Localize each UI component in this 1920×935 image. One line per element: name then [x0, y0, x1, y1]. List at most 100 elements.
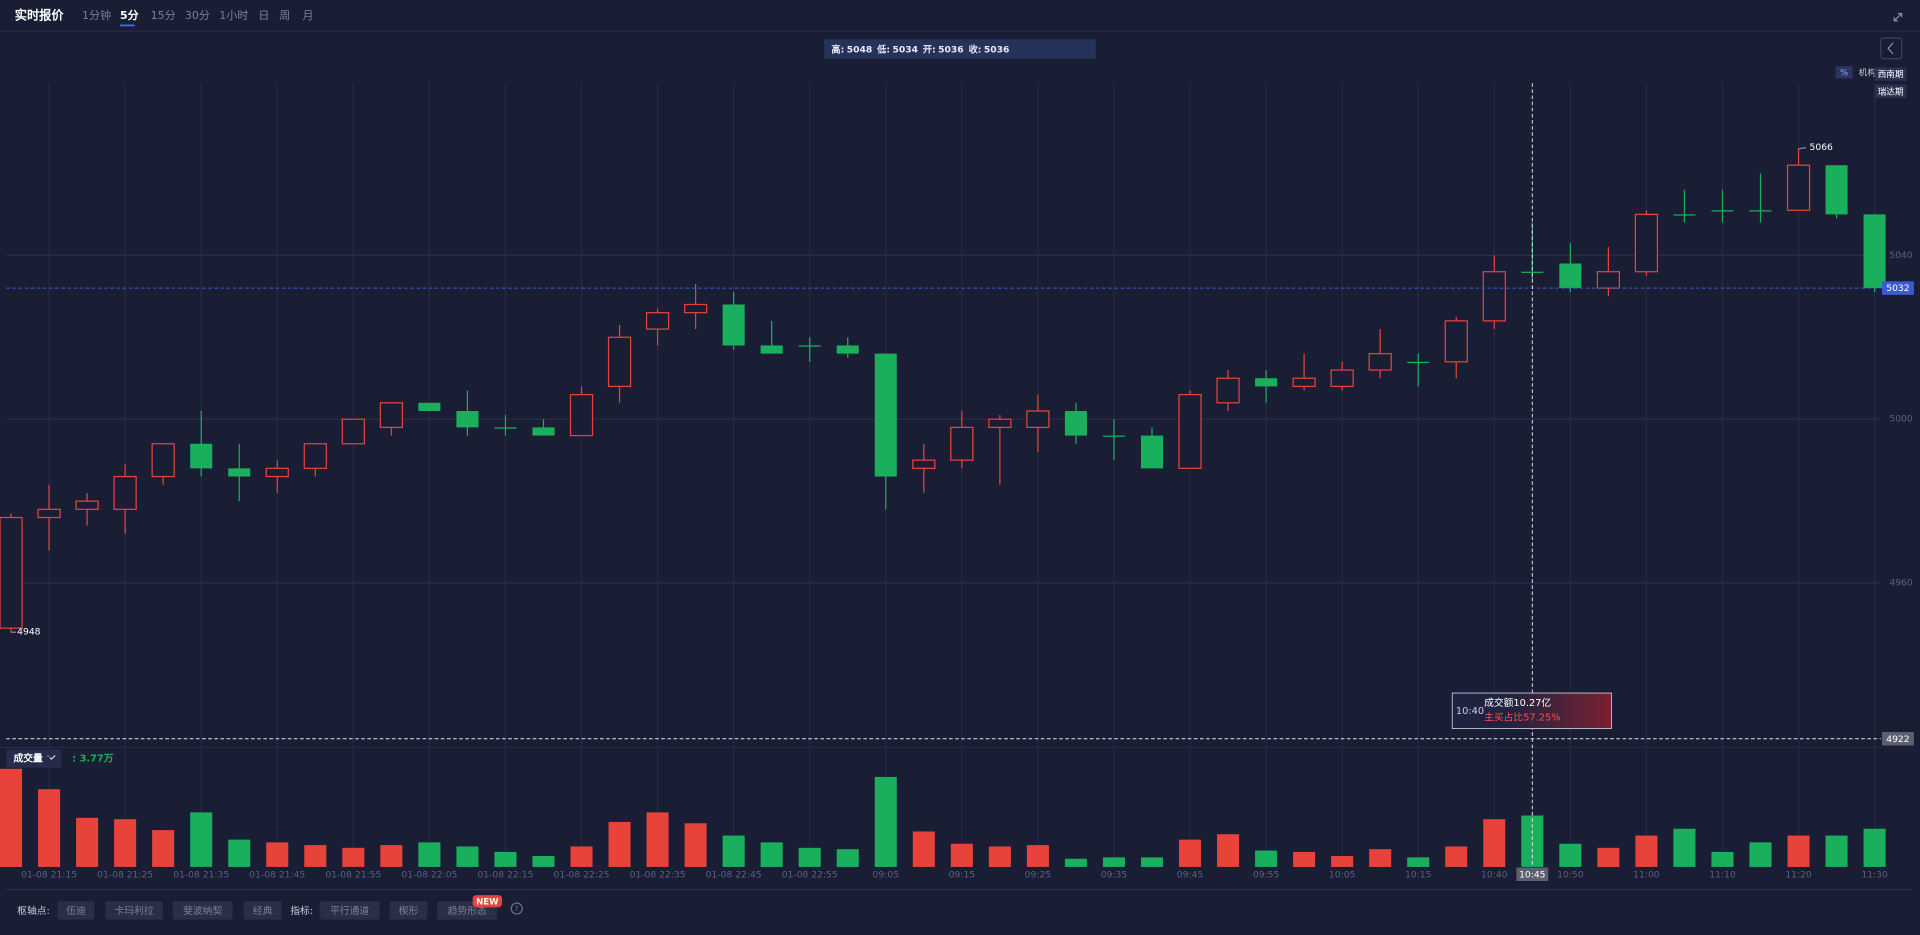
indicator-button[interactable] — [389, 901, 428, 920]
volume-bar — [836, 849, 859, 867]
x-tick-label: 01-08 21:15 — [21, 869, 77, 880]
volume-bar — [1483, 819, 1506, 867]
volume-bar — [1673, 828, 1696, 867]
volume-bar — [646, 812, 669, 867]
candle-body — [151, 443, 175, 478]
ohlc-label: 高: — [831, 43, 844, 55]
candle-body — [456, 410, 479, 428]
candle-body — [532, 427, 555, 436]
percent-button[interactable] — [1835, 66, 1853, 79]
candle-body — [1368, 353, 1392, 371]
candle-body — [1026, 410, 1050, 428]
x-tick-label: 01-08 22:15 — [477, 869, 533, 880]
candle-body — [950, 426, 974, 461]
candle-body — [0, 516, 23, 629]
volume-bar — [570, 846, 593, 867]
ohlc-value: 5034 — [892, 44, 918, 55]
candle-body — [1064, 410, 1087, 436]
pivot-button[interactable] — [57, 901, 95, 920]
volume-bar — [532, 856, 555, 867]
interval-tab[interactable]: 1分钟 — [82, 8, 111, 22]
candle-body — [1330, 369, 1354, 388]
y-tick-label: 5040 — [1889, 250, 1913, 261]
volume-bar — [684, 823, 707, 867]
ohlc-text: 高: 5048 低: 5034 开: 5036 收: 5036 — [831, 43, 1009, 55]
candle-body — [1140, 435, 1164, 469]
crosshair-price-label: 4922 — [1886, 734, 1909, 745]
broker-label: 西南期 — [1878, 68, 1904, 80]
interval-tab[interactable]: 月 — [302, 9, 313, 22]
candle-body — [1786, 164, 1811, 211]
x-tick-label: 09:05 — [873, 869, 900, 880]
candle-body — [1102, 435, 1125, 437]
candle-body — [1407, 361, 1430, 364]
pivot-button[interactable] — [243, 901, 282, 920]
candle-body — [912, 459, 936, 469]
volume-bar — [608, 821, 631, 867]
last-price-tag — [1882, 281, 1914, 295]
volume-bar — [1064, 858, 1087, 867]
volume-bar — [114, 819, 137, 867]
candle-body — [1216, 377, 1240, 404]
interval-tab[interactable]: 15分 — [151, 9, 176, 22]
help-icon[interactable] — [510, 902, 523, 915]
volume-bar — [874, 776, 897, 867]
percent-label: % — [1840, 68, 1848, 78]
side-toggle[interactable] — [1880, 37, 1903, 60]
candle-body — [1292, 377, 1316, 388]
candle-body — [1825, 165, 1848, 215]
candle-body — [190, 443, 213, 469]
candle-body — [1634, 213, 1659, 273]
candle-body — [1559, 263, 1582, 289]
volume-bar — [1863, 828, 1886, 867]
ohlc-value: 5036 — [938, 44, 964, 55]
candle-body — [379, 402, 403, 428]
candle-body — [1863, 214, 1886, 289]
min-label: 4948 — [17, 627, 41, 638]
pivot-button[interactable] — [105, 901, 163, 920]
candle-body — [645, 312, 670, 330]
candle-body — [418, 402, 441, 411]
broker-label: 瑞达期 — [1878, 85, 1904, 97]
max-label: 5066 — [1810, 142, 1834, 153]
ohlc-box — [824, 39, 1096, 59]
collapse-icon[interactable] — [1893, 12, 1903, 22]
volume-bar — [1026, 845, 1049, 867]
volume-bar — [798, 847, 821, 867]
indicator-label: 指标: — [290, 904, 313, 917]
pivot-button-label: 经典 — [253, 904, 273, 917]
interval-tab[interactable]: 1小时 — [219, 9, 248, 22]
volume-bar — [456, 846, 479, 867]
interval-tab[interactable]: 5分 — [120, 8, 139, 22]
crosshair-time-label: 10:45 — [1519, 869, 1546, 880]
interval-tab[interactable]: 周 — [279, 9, 290, 22]
candle-body — [113, 475, 137, 510]
candle-body — [75, 500, 99, 510]
volume-name: 成交量 — [13, 752, 43, 765]
candle-body — [722, 304, 745, 346]
volume-bar — [1749, 842, 1772, 867]
x-tick-label: 01-08 22:55 — [782, 869, 838, 880]
ohlc-label: 开: — [923, 44, 936, 55]
volume-bar — [304, 845, 327, 867]
interval-tab[interactable]: 日 — [258, 9, 269, 22]
y-tick-label: 5000 — [1889, 414, 1913, 425]
volume-bar — [76, 817, 99, 867]
x-tick-label: 09:35 — [1101, 869, 1128, 880]
pivot-button[interactable] — [172, 901, 233, 920]
x-tick-label: 01-08 21:25 — [97, 869, 153, 880]
x-tick-label: 01-08 21:35 — [173, 869, 229, 880]
indicator-button[interactable] — [319, 901, 380, 920]
candle-body — [1444, 320, 1468, 363]
help-text: ? — [515, 904, 519, 913]
volume-bar — [950, 843, 973, 867]
volume-selector[interactable] — [6, 749, 62, 768]
volume-bar — [1635, 835, 1658, 867]
ohlc-value: 5048 — [847, 44, 873, 55]
volume-bar — [1787, 835, 1810, 867]
interval-tab[interactable]: 30分 — [185, 9, 210, 22]
candle-body — [1521, 271, 1544, 273]
crosshair-price-tag — [1882, 731, 1914, 746]
broker-tag — [1874, 84, 1907, 98]
x-tick-label: 01-08 22:25 — [554, 869, 610, 880]
